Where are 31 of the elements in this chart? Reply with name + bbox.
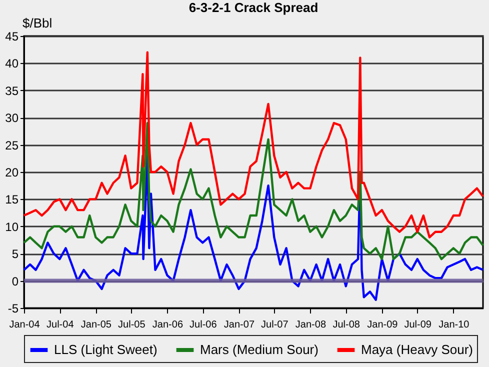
y-tick-label: 25 xyxy=(5,138,19,152)
x-tick-label: Jul-07 xyxy=(261,320,289,330)
legend-label: LLS (Light Sweet) xyxy=(54,342,158,357)
x-tick-label: Jan-09 xyxy=(367,320,398,330)
y-tick-label: 10 xyxy=(5,220,19,234)
y-tick-label: 5 xyxy=(12,247,19,262)
legend-label: Mars (Medium Sour) xyxy=(200,342,318,357)
y-tick-label: 30 xyxy=(5,111,19,126)
x-tick-label: Jan-06 xyxy=(152,320,184,330)
y-axis-title: $/Bbl xyxy=(22,16,52,30)
y-tick-label: 40 xyxy=(5,56,19,71)
y-tick-label: 20 xyxy=(5,166,19,180)
x-tick-label: Jul-06 xyxy=(190,320,218,330)
y-tick-label: 35 xyxy=(5,84,19,98)
y-tick-label: 45 xyxy=(5,30,19,44)
legend-label: Maya (Heavy Sour) xyxy=(361,342,473,357)
x-tick-label: Jul-09 xyxy=(404,320,432,330)
x-tick-label: Jan-05 xyxy=(80,320,112,330)
x-tick-label: Jul-08 xyxy=(332,320,360,330)
x-tick-label: Jan-04 xyxy=(9,320,40,330)
chart-title: 6-3-2-1 Crack Spread xyxy=(188,0,318,15)
x-tick-label: Jan-10 xyxy=(438,320,470,330)
line-series xyxy=(22,51,484,238)
x-tick-label: Jan-08 xyxy=(295,320,326,330)
y-tick-label: 0 xyxy=(12,274,19,288)
x-tick-label: Jul-04 xyxy=(46,320,74,330)
y-tick-label: -5 xyxy=(8,302,19,316)
line-series xyxy=(22,122,484,260)
x-tick-label: Jan-07 xyxy=(224,320,255,330)
x-tick-label: Jul-05 xyxy=(118,320,146,330)
y-tick-label: 15 xyxy=(5,192,19,207)
